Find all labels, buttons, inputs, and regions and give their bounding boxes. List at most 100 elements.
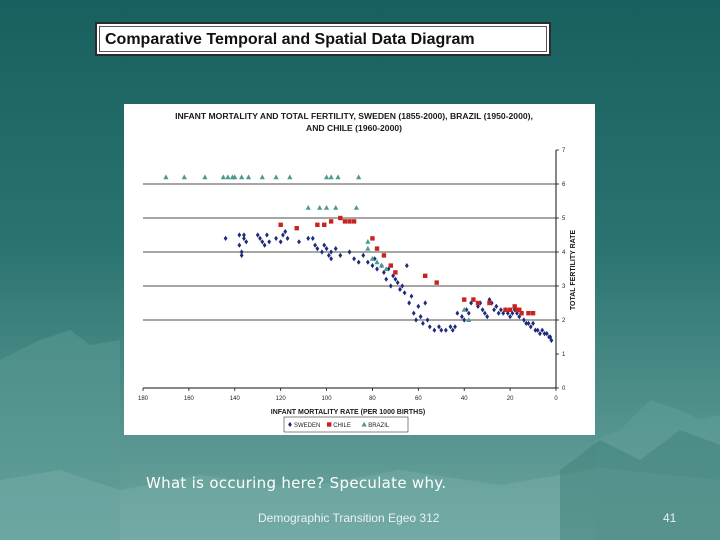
chile-point [475, 300, 481, 306]
sweden-point [453, 324, 457, 330]
sweden-point [533, 327, 538, 333]
y-tick-label: 6 [562, 182, 566, 188]
sweden-point [540, 327, 545, 333]
sweden-point [414, 317, 418, 323]
x-tick-label: 140 [230, 396, 241, 402]
sweden-point [466, 310, 471, 316]
sweden-point [326, 252, 331, 258]
chile-point [519, 311, 524, 316]
sweden-point [306, 235, 311, 241]
sweden-point [526, 320, 531, 326]
sweden-point [260, 239, 265, 245]
sweden-point [411, 310, 416, 316]
sweden-point [283, 229, 288, 235]
brazil-point [353, 205, 359, 210]
legend-marker-brazil [361, 421, 367, 427]
brazil-point [356, 174, 362, 180]
brazil-point [466, 317, 472, 322]
sweden-point [223, 235, 228, 241]
sweden-point [416, 303, 421, 309]
legend-label-sweden: SWEDEN [294, 423, 320, 429]
scatter-chart: INFANT MORTALITY AND TOTAL FERTILITY, SW… [138, 111, 577, 433]
sweden-point [460, 314, 464, 320]
brazil-point [239, 174, 245, 180]
y-tick-label: 2 [562, 318, 566, 324]
sweden-point [313, 242, 317, 248]
chile-point [278, 222, 283, 227]
y-tick-label: 5 [562, 216, 566, 222]
chile-point [526, 311, 531, 316]
chile-point [514, 307, 520, 312]
sweden-point [352, 256, 356, 262]
sweden-point [476, 303, 480, 309]
sweden-point [384, 276, 389, 282]
sweden-point [329, 256, 334, 262]
sweden-point [531, 320, 535, 326]
sweden-point [324, 246, 329, 252]
chile-point [393, 270, 398, 275]
x-tick-label: 0 [554, 396, 558, 402]
brazil-point [323, 205, 330, 210]
sweden-point [338, 252, 343, 258]
chile-point [388, 263, 393, 268]
sweden-point [398, 286, 402, 292]
sweden-point [393, 276, 398, 282]
sweden-point [267, 239, 272, 245]
brazil-point [305, 205, 311, 210]
x-axis-ticks: 180 160 140 120 100 80 60 40 20 0 [138, 388, 558, 402]
sweden-point [464, 307, 469, 313]
brazil-point [232, 174, 238, 180]
sweden-point [499, 307, 503, 313]
sweden-point [347, 249, 352, 255]
chile-point [370, 236, 375, 241]
sweden-point [455, 310, 460, 316]
brazil-point [383, 266, 389, 271]
y-tick-label: 0 [562, 386, 566, 392]
sweden-point [407, 300, 412, 306]
chile-point [434, 280, 439, 285]
y-tick-label: 3 [562, 284, 566, 290]
brazil-point [225, 174, 231, 180]
chile-point [381, 253, 387, 258]
chile-point [462, 297, 467, 302]
sweden-point [322, 242, 327, 248]
data-points [163, 174, 554, 343]
sweden-point [448, 324, 453, 330]
sweden-point [402, 290, 407, 296]
sweden-point [297, 239, 301, 245]
slide-footer: Demographic Transition Egeo 312 [258, 511, 440, 525]
brazil-point [461, 307, 467, 312]
chile-point [351, 219, 357, 224]
series-chile [278, 215, 536, 316]
sweden-point [538, 331, 542, 337]
series-brazil [163, 174, 472, 322]
chart-axes [143, 150, 557, 389]
sweden-point [388, 283, 393, 289]
chile-point [338, 215, 343, 221]
sweden-point [480, 307, 485, 313]
brazil-point [365, 239, 371, 244]
sweden-point [535, 327, 540, 333]
sweden-point [320, 249, 324, 255]
x-axis-label: INFANT MORTALITY RATE (PER 1000 BIRTHS) [271, 409, 425, 416]
chile-point [294, 226, 299, 231]
sweden-point [528, 324, 533, 330]
sweden-point [237, 232, 242, 238]
sweden-point [365, 259, 370, 265]
sweden-point [482, 310, 487, 316]
brazil-point [323, 174, 330, 180]
sweden-point [423, 300, 428, 306]
sweden-point [237, 242, 242, 248]
sweden-point [395, 280, 400, 286]
brazil-point [374, 259, 380, 265]
y-axis-label: TOTAL FERTILITY RATE [570, 230, 577, 311]
sweden-point [239, 249, 244, 255]
brazil-point [245, 174, 252, 180]
sweden-point [450, 327, 455, 333]
slide-title-box: Comparative Temporal and Spatial Data Di… [95, 22, 551, 56]
brazil-point [379, 262, 385, 268]
sweden-point [281, 232, 285, 238]
sweden-point [494, 303, 499, 309]
y-tick-label: 1 [562, 352, 566, 358]
brazil-point [333, 205, 339, 210]
